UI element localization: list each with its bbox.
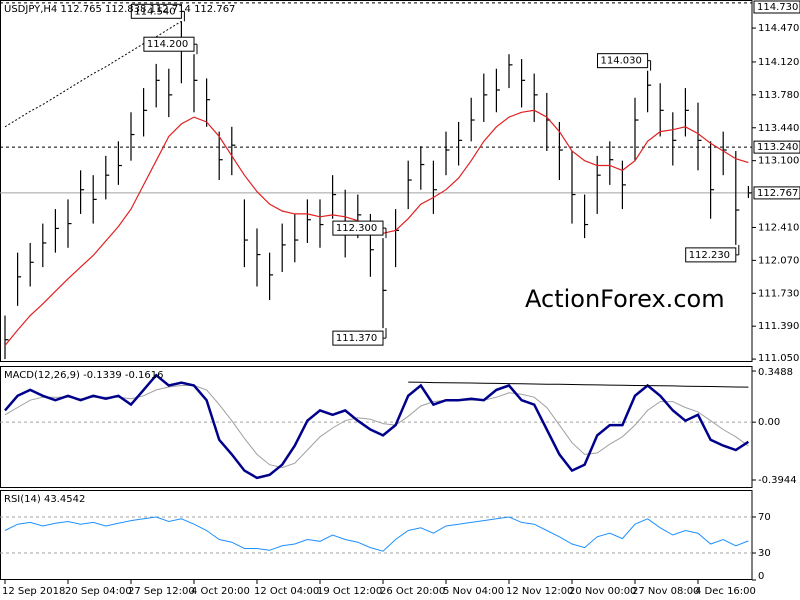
level-label-box xyxy=(753,186,800,200)
x-tick-label: 4 Oct 20:00 xyxy=(191,586,250,597)
annotation-box xyxy=(130,3,182,19)
x-tick-label: 20 Nov 00:00 xyxy=(569,586,636,597)
panel-title: USDJPY,H4 112.765 112.838 112.714 112.76… xyxy=(4,4,235,15)
panel-title: MACD(12,26,9) -0.1339 -0.1616 xyxy=(4,370,164,381)
annotation-label: 114.200 xyxy=(147,39,188,50)
watermark: ActionForex.com xyxy=(525,285,725,313)
panel-frame xyxy=(0,366,753,488)
y-tick-label: 0.00 xyxy=(758,417,780,428)
annotation-label: 111.370 xyxy=(336,333,377,344)
y-tick-label: 114.470 xyxy=(758,23,799,34)
annotation-box xyxy=(143,36,195,52)
y-tick-label: 113.780 xyxy=(758,90,799,101)
panel-frame xyxy=(0,0,753,362)
y-tick-label: 113.440 xyxy=(758,123,799,134)
level-label: 114.730 xyxy=(757,2,798,13)
annotation-box xyxy=(685,247,737,263)
y-tick-label: 112.410 xyxy=(758,222,799,233)
y-tick-label: 111.050 xyxy=(758,353,799,364)
x-tick-label: 27 Nov 08:00 xyxy=(632,586,699,597)
annotation-box xyxy=(597,53,649,69)
x-tick-label: 12 Sep 2018 xyxy=(2,586,65,597)
x-tick-label: 26 Oct 20:00 xyxy=(380,586,445,597)
annotation-label: 114.540 xyxy=(134,6,175,17)
y-tick-label: 111.390 xyxy=(758,321,799,332)
panel-frame xyxy=(0,490,753,580)
y-tick-label: -0.3944 xyxy=(758,475,797,486)
level-label: 112.767 xyxy=(757,188,798,199)
annotation-box xyxy=(332,220,384,236)
y-tick-label: 70 xyxy=(758,512,771,523)
y-tick-label: 0.3488 xyxy=(758,367,793,378)
annotation-label: 112.300 xyxy=(336,223,377,234)
x-tick-label: 12 Nov 12:00 xyxy=(506,586,573,597)
annotation-label: 112.230 xyxy=(689,250,730,261)
x-tick-label: 19 Oct 12:00 xyxy=(317,586,382,597)
signal-line xyxy=(4,385,749,469)
level-label-box xyxy=(753,0,800,14)
y-tick-label: 113.100 xyxy=(758,156,799,167)
y-tick-label: 0 xyxy=(758,571,764,582)
level-label: 113.240 xyxy=(757,142,798,153)
panel-title: RSI(14) 43.4542 xyxy=(4,494,85,505)
annotation-label: 114.030 xyxy=(601,56,642,67)
rsi-line xyxy=(4,516,749,552)
level-label-box xyxy=(753,140,800,154)
trend-line xyxy=(408,381,749,388)
x-tick-label: 4 Dec 16:00 xyxy=(695,586,756,597)
y-tick-label: 111.730 xyxy=(758,288,799,299)
annotation-box xyxy=(332,330,384,346)
y-tick-label: 114.120 xyxy=(758,57,799,68)
x-tick-label: 12 Oct 04:00 xyxy=(254,586,319,597)
x-tick-label: 5 Nov 04:00 xyxy=(443,586,504,597)
macd-line xyxy=(4,373,750,480)
x-tick-label: 20 Sep 04:00 xyxy=(65,586,132,597)
y-tick-label: 30 xyxy=(758,548,771,559)
y-tick-label: 112.070 xyxy=(758,255,799,266)
x-tick-label: 27 Sep 12:00 xyxy=(128,586,195,597)
